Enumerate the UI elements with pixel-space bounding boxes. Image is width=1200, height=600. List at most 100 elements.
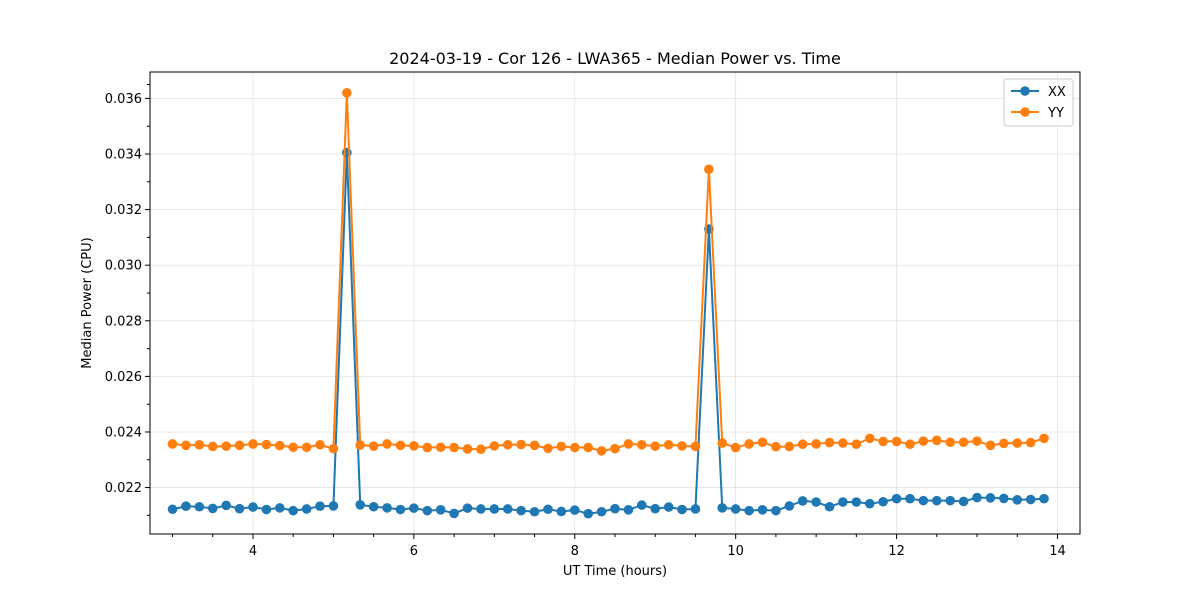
series-yy (167, 88, 1049, 456)
x-ticks: 4 6 8 10 12 14 (172, 534, 1066, 559)
data-point-yy (167, 439, 178, 449)
y-tick-label: 0.032 (105, 203, 142, 218)
data-point-xx (409, 503, 419, 513)
data-point-yy (449, 442, 459, 453)
data-point-yy (328, 443, 339, 454)
data-point-yy (1012, 438, 1023, 448)
data-point-xx (355, 500, 366, 510)
data-point-yy (248, 439, 258, 449)
legend: XX YY (1003, 78, 1074, 127)
data-point-yy (221, 441, 231, 451)
data-point-xx (985, 493, 996, 503)
data-point-xx (489, 504, 500, 514)
data-point-yy (636, 439, 647, 450)
data-point-xx (610, 503, 620, 514)
data-point-yy (985, 440, 996, 451)
data-point-yy (516, 439, 526, 450)
data-point-yy (181, 440, 191, 451)
data-point-yy (462, 444, 473, 454)
data-point-yy (395, 440, 406, 451)
data-point-yy (435, 442, 446, 453)
data-point-xx (395, 504, 406, 515)
grid-layer (150, 72, 1080, 534)
data-point-xx (690, 504, 701, 514)
data-point-yy (690, 441, 701, 452)
y-tick-label: 0.028 (105, 314, 142, 329)
data-point-xx (261, 504, 272, 515)
x-tick-label: 10 (727, 544, 744, 559)
data-point-xx (905, 493, 915, 504)
data-point-yy (1039, 433, 1049, 444)
data-point-xx (958, 496, 969, 507)
data-point-yy (945, 437, 956, 448)
data-point-yy (368, 441, 379, 451)
data-point-yy (502, 439, 513, 450)
data-point-yy (744, 439, 754, 449)
data-point-xx (663, 502, 674, 512)
data-point-yy (797, 439, 808, 450)
data-point-xx (435, 505, 446, 515)
data-point-yy (234, 440, 245, 451)
x-tick-label: 8 (571, 544, 579, 559)
data-point-xx (368, 501, 379, 512)
y-tick-label: 0.022 (105, 481, 142, 496)
y-axis-label: Median Power (CPU) (80, 237, 95, 368)
legend-marker-xx (1020, 86, 1030, 96)
data-point-xx (596, 506, 607, 517)
legend-entry-yy: YY (1011, 106, 1064, 121)
data-point-xx (932, 495, 942, 506)
data-point-yy (569, 442, 580, 453)
plot-frame (149, 71, 1081, 535)
data-point-xx (757, 505, 768, 515)
y-ticks: 0.022 0.024 0.026 0.028 0.030 0.032 0.034 0.036 (105, 84, 150, 516)
x-tick-label: 12 (888, 544, 905, 559)
data-point-xx (462, 503, 473, 513)
data-point-yy (784, 441, 795, 452)
data-point-xx (221, 500, 231, 511)
x-axis-label: UT Time (hours) (563, 564, 667, 579)
series-xx (167, 147, 1049, 519)
chart-title: 2024-03-19 - Cor 126 - LWA365 - Median P… (389, 49, 841, 68)
axes-layer (149, 71, 1081, 535)
data-point-xx (556, 506, 567, 517)
data-point-xx (1039, 493, 1049, 504)
data-point-xx (476, 504, 486, 514)
x-tick-label: 4 (249, 544, 257, 559)
y-tick-label: 0.026 (105, 370, 142, 385)
data-point-yy (838, 438, 848, 448)
data-point-yy (623, 439, 634, 449)
data-point-xx (771, 505, 781, 516)
data-point-xx (677, 504, 687, 515)
data-point-yy (717, 438, 728, 448)
data-point-xx (636, 500, 647, 510)
data-point-yy (851, 439, 862, 450)
data-point-xx (274, 503, 285, 513)
data-point-xx (167, 504, 178, 515)
data-point-yy (999, 438, 1009, 449)
legend-marker-yy (1020, 107, 1030, 117)
y-tick-label: 0.036 (105, 92, 142, 107)
x-tick-label: 6 (410, 544, 418, 559)
y-tick-label: 0.024 (105, 425, 142, 440)
data-point-xx (972, 492, 982, 503)
data-point-xx (194, 501, 205, 512)
data-point-yy (663, 439, 674, 450)
data-point-yy (891, 436, 902, 447)
data-point-yy (596, 446, 607, 456)
data-point-xx (623, 505, 634, 515)
data-point-xx (851, 497, 862, 507)
data-point-yy (650, 441, 661, 451)
data-point-xx (864, 498, 875, 509)
data-point-yy (301, 442, 312, 453)
legend-label-yy: YY (1047, 106, 1064, 121)
data-point-yy (288, 442, 299, 453)
data-point-yy (476, 444, 486, 455)
legend-entry-xx: XX (1011, 85, 1066, 100)
data-point-xx (878, 496, 888, 507)
data-point-yy (958, 437, 969, 448)
data-point-xx (181, 501, 191, 512)
data-point-yy (543, 443, 553, 454)
data-point-xx (824, 501, 835, 512)
